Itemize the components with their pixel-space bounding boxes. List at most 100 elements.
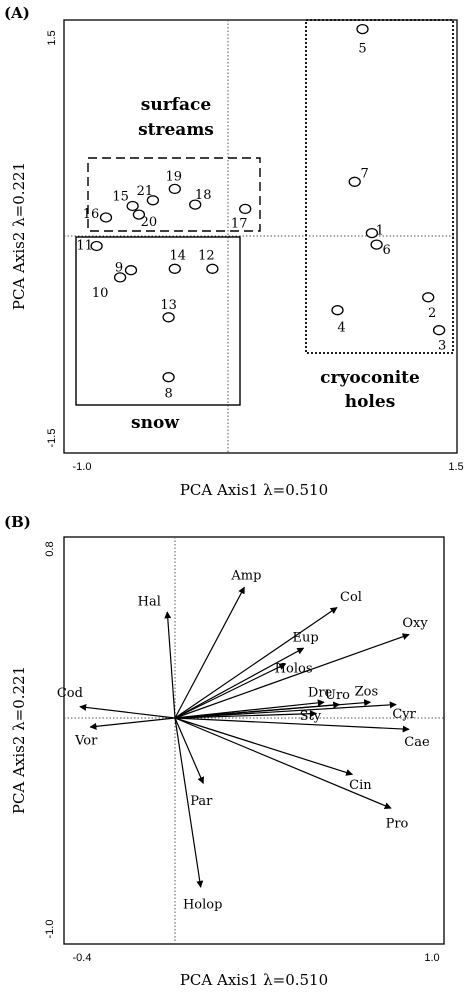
panel-a-ytick-top: 1.5 (46, 30, 58, 45)
panel-a-label: (A) (4, 4, 30, 22)
point-13 (162, 312, 175, 323)
point-label-14: 14 (170, 248, 187, 263)
panel-b-xtick-right: 1.0 (424, 952, 439, 964)
vector-label-cae: Cae (404, 735, 430, 750)
panel-a-y-axis-label: PCA Axis2 λ=0.221 (10, 162, 28, 310)
vector-label-amp: Amp (230, 569, 261, 584)
panel-a-xtick-left: -1.0 (73, 461, 92, 473)
vector-zos (174, 699, 372, 719)
panel-b-plot-frame (63, 536, 445, 945)
panel-b-xtick-left: -0.4 (73, 952, 92, 964)
panel-b-ytick-bottom: -1.0 (44, 920, 56, 939)
point-12 (206, 263, 219, 274)
vector-label-cod: Cod (57, 686, 83, 701)
vector-holop (174, 717, 204, 888)
vector-cod (79, 703, 176, 719)
point-label-9: 9 (115, 261, 123, 276)
vector-label-holop: Holop (183, 898, 222, 913)
panel-a-xtick-right: 1.5 (448, 461, 463, 473)
panel-b-ytick-top: 0.8 (44, 541, 56, 556)
point-label-12: 12 (198, 248, 215, 263)
vector-eup (174, 647, 305, 719)
point-4 (331, 305, 344, 316)
point-label-1: 1 (376, 224, 384, 239)
vector-label-zos: Zos (355, 685, 379, 700)
point-2 (422, 292, 435, 303)
group-label-cryoconite-holes-line1: cryoconite (320, 368, 420, 388)
point-label-19: 19 (166, 169, 183, 184)
group-box-snow (75, 236, 241, 406)
group-label-surface-streams-line1: surface (141, 95, 212, 115)
point-18 (189, 199, 202, 210)
vector-col (174, 607, 338, 719)
point-label-2: 2 (428, 306, 436, 321)
point-label-7: 7 (361, 166, 369, 181)
vector-label-cyr: Cyr (392, 707, 416, 722)
vector-pro (174, 717, 392, 810)
vector-cin (174, 717, 354, 776)
panel-a-ytick-bottom: -1.5 (46, 429, 58, 448)
point-label-10: 10 (92, 286, 109, 301)
panel-a-x-axis-label: PCA Axis1 λ=0.510 (180, 481, 328, 499)
vector-label-pro: Pro (386, 817, 409, 832)
group-box-cryoconite-holes (305, 19, 454, 354)
point-11 (90, 240, 103, 252)
point-label-13: 13 (160, 298, 177, 313)
point-19 (168, 183, 181, 195)
panel-b: (B) 0.8 -1.0 -0.4 1.0 PCA Axis1 λ=0.510 … (4, 513, 445, 989)
point-label-17: 17 (231, 216, 248, 231)
point-5 (356, 23, 369, 35)
point-label-4: 4 (337, 321, 345, 336)
point-21 (146, 195, 160, 206)
point-label-15: 15 (112, 190, 129, 205)
group-label-cryoconite-holes-line2: holes (345, 392, 396, 412)
point-1 (365, 227, 379, 239)
vector-amp (174, 586, 245, 719)
point-label-11: 11 (76, 239, 93, 254)
point-label-16: 16 (83, 207, 100, 222)
point-label-21: 21 (137, 184, 154, 199)
point-14 (168, 263, 181, 274)
vector-oxy (174, 633, 410, 719)
vector-cyr (174, 701, 397, 719)
point-label-20: 20 (141, 215, 158, 230)
vector-label-cin: Cin (349, 778, 372, 793)
point-17 (239, 203, 252, 215)
panel-b-x-axis-label: PCA Axis1 λ=0.510 (180, 971, 328, 989)
vector-hal (164, 611, 176, 719)
vector-label-col: Col (340, 590, 362, 605)
point-15 (126, 200, 139, 212)
point-label-3: 3 (438, 339, 446, 354)
group-label-surface-streams-line2: streams (138, 120, 214, 140)
point-10 (113, 272, 127, 283)
vector-label-holos: Holos (275, 661, 313, 676)
point-9 (124, 265, 138, 276)
point-label-8: 8 (164, 387, 172, 402)
vector-label-oxy: Oxy (402, 616, 428, 631)
panel-a: (A) 1.5 -1.5 -1.0 1.5 PCA Axis1 λ=0.510 … (4, 4, 464, 499)
point-20 (132, 209, 146, 220)
vector-label-vor: Vor (74, 734, 98, 749)
vector-label-sty: Sty (300, 709, 322, 724)
vector-label-uro: Uro (325, 688, 350, 703)
vector-label-hal: Hal (138, 595, 161, 610)
point-label-6: 6 (382, 243, 390, 258)
panel-b-y-axis-label: PCA Axis2 λ=0.221 (10, 666, 28, 814)
panel-b-label: (B) (4, 513, 31, 531)
vector-label-dre: Dre (308, 686, 333, 701)
vector-par (174, 717, 205, 785)
point-label-18: 18 (195, 188, 212, 203)
point-16 (99, 212, 113, 223)
vector-vor (89, 717, 176, 730)
vector-holos (174, 663, 287, 719)
point-7 (348, 176, 361, 187)
point-6 (370, 239, 383, 250)
group-box-surface-streams (87, 157, 261, 232)
vector-cae (174, 717, 410, 733)
point-8 (162, 372, 175, 383)
point-3 (432, 325, 446, 336)
group-label-snow: snow (131, 413, 179, 433)
